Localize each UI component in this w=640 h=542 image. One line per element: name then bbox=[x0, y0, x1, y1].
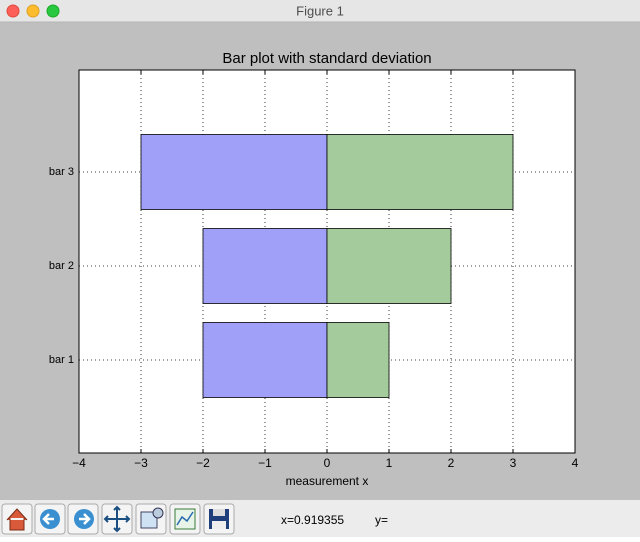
y-tick-label: bar 2 bbox=[49, 260, 74, 272]
subplots-button[interactable] bbox=[169, 503, 201, 535]
x-tick-label: 2 bbox=[448, 456, 455, 470]
x-tick-label: 4 bbox=[572, 456, 579, 470]
bar bbox=[202, 322, 328, 398]
x-axis-label: measurement x bbox=[286, 474, 369, 488]
back-button[interactable] bbox=[34, 503, 66, 535]
x-tick-label: 3 bbox=[510, 456, 517, 470]
close-button[interactable] bbox=[6, 4, 20, 18]
x-tick-label: −4 bbox=[72, 456, 86, 470]
bar bbox=[326, 134, 514, 210]
bar bbox=[140, 134, 328, 210]
plot bbox=[78, 70, 576, 453]
x-tick-label: 1 bbox=[386, 456, 393, 470]
zoom-button[interactable] bbox=[46, 4, 60, 18]
status-x: x=0.919355 bbox=[281, 513, 344, 527]
x-tick-label: 0 bbox=[324, 456, 331, 470]
zoom-rect-button[interactable] bbox=[135, 503, 167, 535]
title-bar bbox=[0, 0, 640, 22]
x-tick-label: −2 bbox=[196, 456, 210, 470]
home-button[interactable] bbox=[1, 503, 33, 535]
bar bbox=[326, 322, 390, 398]
status-y: y= bbox=[375, 513, 388, 527]
y-tick-label: bar 3 bbox=[49, 166, 74, 178]
pan-button[interactable] bbox=[101, 503, 133, 535]
x-tick-label: −1 bbox=[258, 456, 272, 470]
y-tick-label: bar 1 bbox=[49, 354, 74, 366]
chart-title: Bar plot with standard deviation bbox=[222, 50, 431, 67]
minimize-button[interactable] bbox=[26, 4, 40, 18]
bar bbox=[202, 228, 328, 304]
x-tick-label: −3 bbox=[134, 456, 148, 470]
window-title: Figure 1 bbox=[296, 3, 344, 18]
save-button[interactable] bbox=[203, 503, 235, 535]
forward-button[interactable] bbox=[67, 503, 99, 535]
bar bbox=[326, 228, 452, 304]
